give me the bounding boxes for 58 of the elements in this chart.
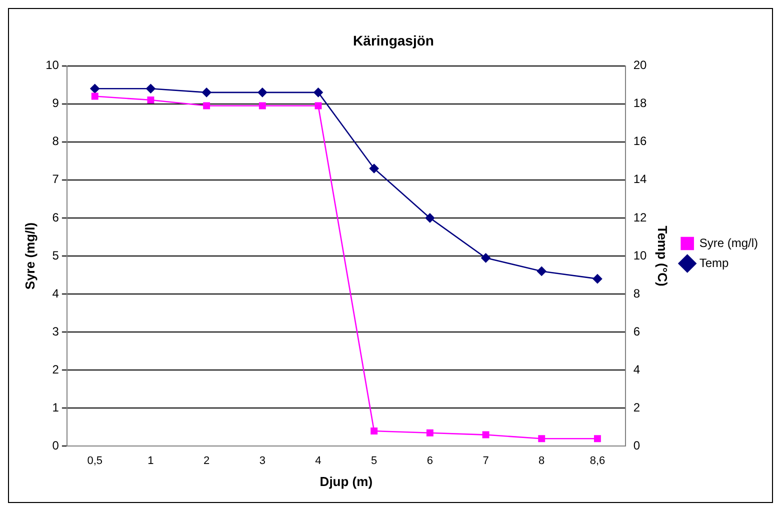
x-tick-label: 4 [315,454,322,467]
point [425,213,435,223]
legend-label: Temp [699,256,729,270]
point [538,435,546,442]
point [258,102,266,110]
point [202,88,212,98]
y-tick-label: 0 [52,438,60,453]
point [592,274,602,284]
x-tick-label: 3 [259,454,266,467]
y2-tick-label: 16 [633,134,648,148]
x-tick-label: 7 [482,454,489,467]
point [203,102,210,110]
point [426,429,434,436]
y2-tick-label: 14 [633,172,648,186]
point [481,253,490,263]
chart-title: Käringasjön [353,32,434,48]
y2-tick-label: 18 [633,96,648,110]
point [369,164,379,174]
y-tick-label: 8 [52,134,60,148]
point [146,84,156,94]
y-tick-label: 5 [52,248,60,262]
y-tick-label: 10 [46,58,60,72]
point [536,266,546,276]
y-axis-title: Syre (mg/l) [22,222,38,290]
x-tick-label: 0,5 [87,454,103,467]
y-tick-label: 6 [52,210,60,224]
y-tick-label: 1 [52,400,60,414]
point [370,428,378,434]
x-tick-label: 8,6 [590,454,606,467]
x-tick-label: 6 [426,454,433,467]
y2-tick-label: 12 [633,210,648,224]
y-tick-label: 2 [52,362,60,376]
y2-tick-label: 20 [633,58,648,72]
x-tick-label: 5 [371,454,378,467]
x-tick-label: 2 [203,454,210,467]
y2-tick-label: 4 [633,362,640,376]
x-axis-title: Djup (m) [320,474,373,489]
point [91,92,98,100]
y2-tick-label: 10 [633,248,648,262]
y-tick-label: 3 [52,324,60,338]
y2-tick-label: 6 [633,324,640,338]
legend-label: Syre (mg/l) [699,236,758,250]
point [90,84,100,94]
y2-axis-title: Temp (°C) [654,226,670,286]
point [594,435,601,442]
y2-tick-label: 2 [633,400,640,414]
y2-tick-label: 0 [633,438,640,453]
point [314,88,323,98]
point [314,102,322,110]
x-tick-label: 1 [148,454,154,467]
point [482,431,490,438]
y2-tick-label: 8 [633,286,640,300]
point [147,96,154,104]
y-tick-label: 7 [52,172,60,186]
x-tick-label: 8 [538,454,545,467]
point [258,88,268,98]
y-tick-label: 9 [52,96,60,110]
y-tick-label: 4 [52,286,60,300]
